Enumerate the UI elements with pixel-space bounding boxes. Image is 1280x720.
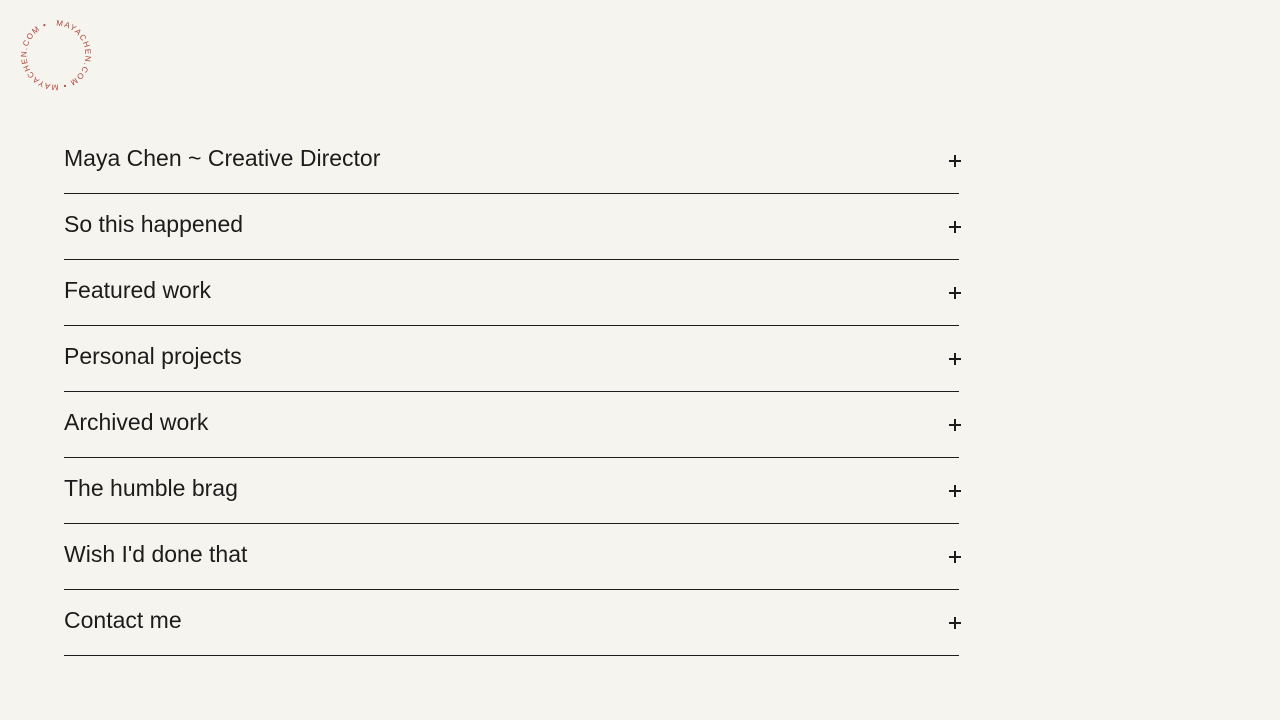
svg-text:MAYACHEN.COM • MAYACHEN.COM •: MAYACHEN.COM • MAYACHEN.COM •: [19, 18, 92, 91]
